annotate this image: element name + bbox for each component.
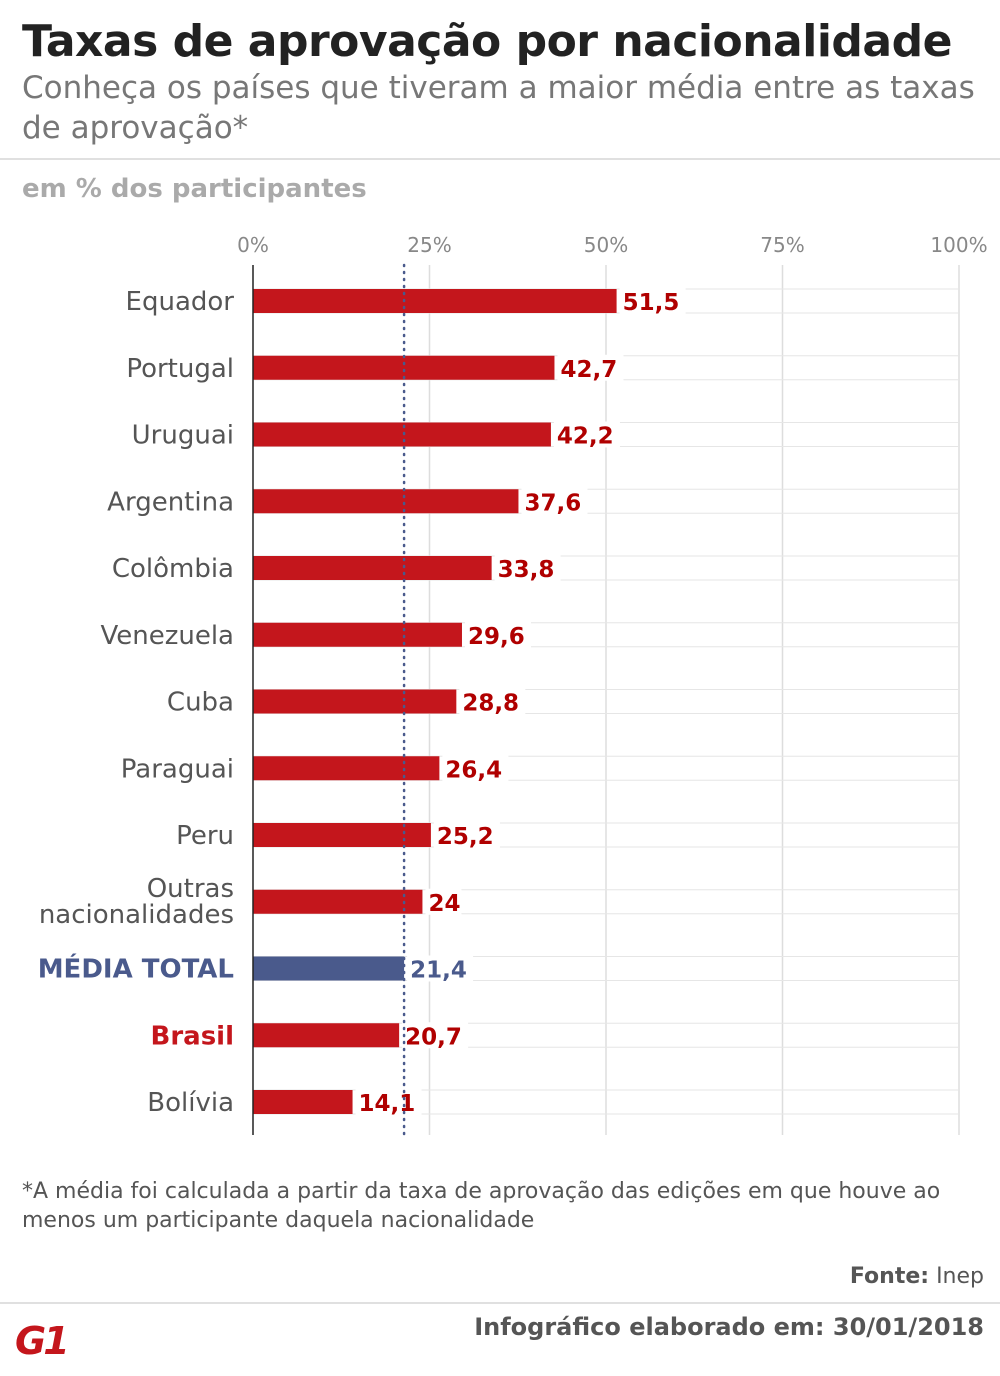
value-label: 33,8 (498, 557, 555, 583)
value-label-bg (407, 955, 474, 982)
value-label: 51,5 (623, 290, 680, 316)
bar (253, 355, 555, 380)
value-label: 42,7 (560, 357, 617, 383)
value-label: 26,4 (445, 757, 502, 783)
value-label-bg (619, 288, 686, 314)
value-label-bg (557, 354, 624, 381)
category-label: Outras (147, 874, 234, 904)
footnote: *A média foi calculada a partir da taxa … (22, 1179, 941, 1233)
source-label: Fonte: (849, 1264, 930, 1289)
value-label-bg (521, 488, 588, 515)
value-label: 21,4 (410, 958, 467, 984)
bar (253, 1090, 353, 1114)
chart-title: Taxas de aprovação por nacionalidade (22, 16, 952, 67)
category-label: Bolívia (147, 1088, 234, 1118)
value-label: 29,6 (468, 624, 525, 650)
category-label: Brasil (151, 1021, 234, 1051)
bar (253, 889, 423, 914)
value-label-bg (464, 621, 531, 648)
source: Fonte: Inep (850, 1264, 984, 1289)
x-tick-label: 100% (930, 233, 987, 257)
bar (253, 289, 617, 313)
value-label: 24 (428, 891, 460, 917)
value-label-bg (433, 822, 500, 848)
category-label: Argentina (107, 487, 234, 517)
category-label: Peru (176, 821, 234, 851)
category-label: Paraguai (121, 754, 234, 784)
category-label: nacionalidades (39, 900, 234, 930)
value-label: 37,6 (524, 490, 581, 516)
bar (253, 756, 440, 781)
category-label: Colômbia (112, 554, 234, 584)
value-label: 20,7 (405, 1024, 462, 1050)
source-value: Inep (936, 1264, 984, 1289)
value-label-bg (425, 888, 462, 915)
value-label: 14,1 (359, 1091, 416, 1117)
category-label: Venezuela (100, 621, 234, 651)
value-label-bg (355, 1089, 422, 1115)
bar (253, 689, 457, 714)
x-tick-label: 25% (407, 233, 451, 257)
divider-footer (0, 1302, 1000, 1304)
value-label-bg (442, 755, 509, 782)
x-tick-label: 75% (760, 233, 804, 257)
divider (0, 158, 1000, 160)
value-label-bg (402, 1022, 469, 1049)
bar (253, 422, 551, 447)
value-label-bg (459, 688, 526, 715)
bar (253, 556, 492, 580)
bar (253, 1023, 400, 1048)
category-label: Portugal (126, 354, 234, 384)
bar (253, 622, 462, 647)
g1-logo: G1 (15, 1319, 70, 1363)
bar (253, 489, 519, 514)
x-tick-label: 0% (237, 233, 269, 257)
chart-subtitle: Conheça os países que tiveram a maior mé… (22, 70, 975, 146)
value-label: 42,2 (557, 424, 614, 450)
category-label: MÉDIA TOTAL (38, 953, 234, 985)
category-label: Uruguai (132, 421, 234, 451)
value-label: 25,2 (437, 824, 494, 850)
made-date: Infográfico elaborado em: 30/01/2018 (474, 1313, 984, 1341)
category-label: Equador (126, 287, 235, 317)
value-label: 28,8 (462, 691, 519, 717)
bar (253, 823, 431, 847)
value-label-bg (494, 555, 561, 581)
bar (253, 956, 405, 981)
unit-label: em % dos participantes (22, 174, 367, 204)
x-tick-label: 50% (584, 233, 628, 257)
category-label: Cuba (167, 688, 234, 718)
value-label-bg (553, 421, 620, 448)
